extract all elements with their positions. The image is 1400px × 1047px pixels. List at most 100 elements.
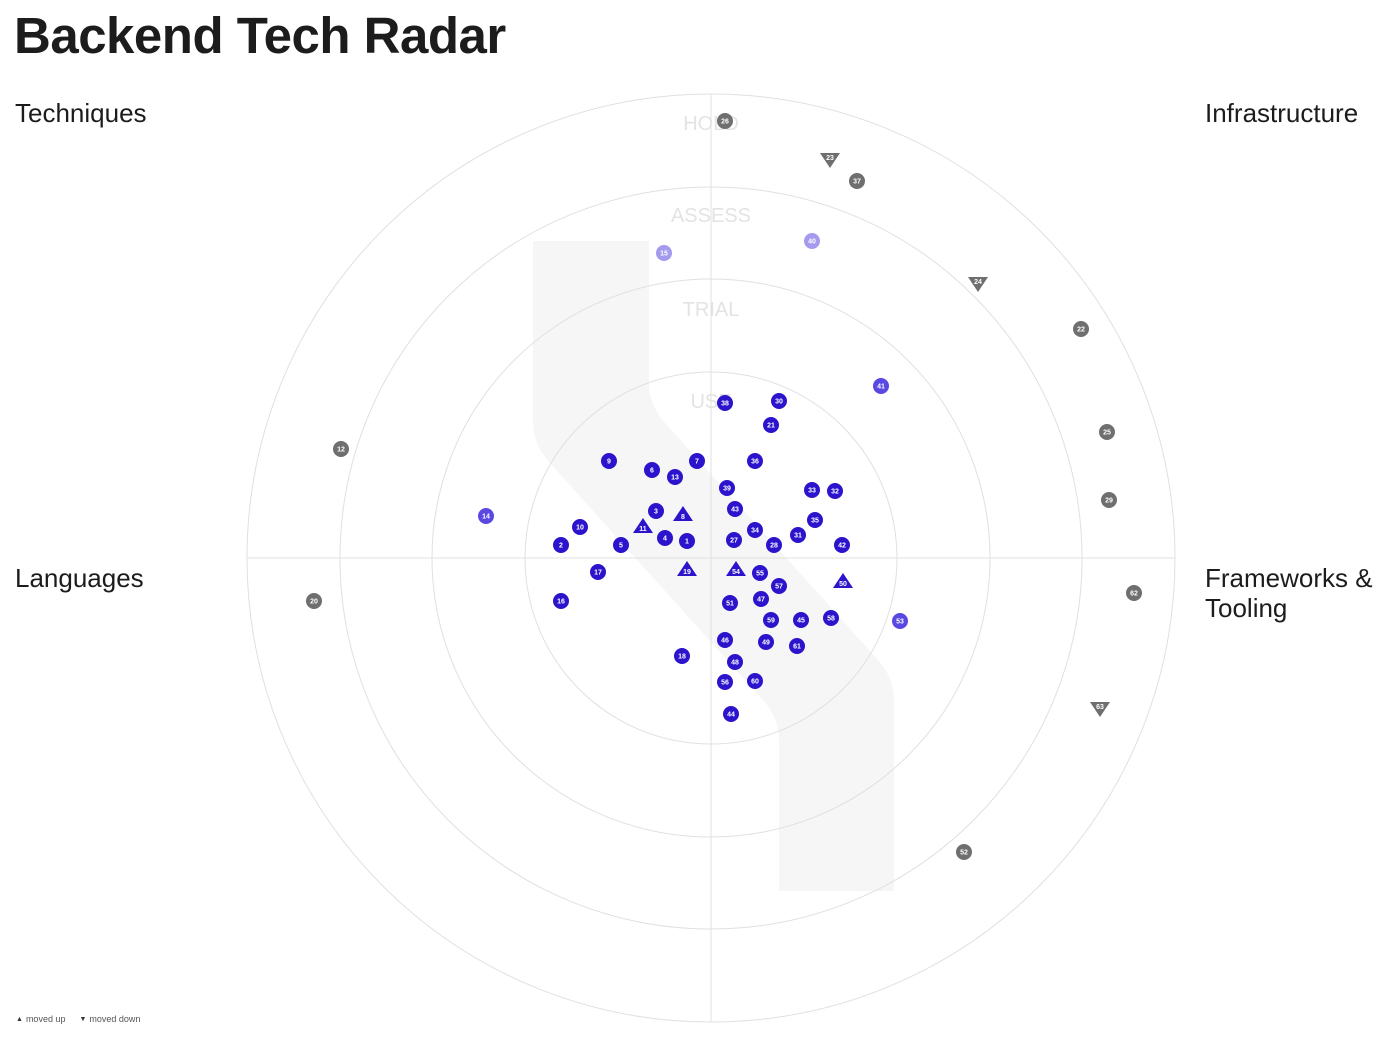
radar-blip-46[interactable]: 46: [717, 632, 733, 648]
radar-blip-8[interactable]: 8: [673, 506, 693, 521]
radar-blip-57[interactable]: 57: [771, 578, 787, 594]
radar-blip-28[interactable]: 28: [766, 537, 782, 553]
blip-circle: [753, 591, 769, 607]
radar-blip-37[interactable]: 37: [849, 173, 865, 189]
blip-circle: [747, 453, 763, 469]
blip-circle: [834, 537, 850, 553]
blip-label: 54: [732, 569, 740, 576]
blip-circle: [613, 537, 629, 553]
blip-circle: [827, 483, 843, 499]
radar-blip-63[interactable]: 63: [1090, 702, 1110, 717]
blip-label: 23: [826, 155, 834, 162]
radar-blip-29[interactable]: 29: [1101, 492, 1117, 508]
blip-label: 49: [762, 640, 770, 647]
radar-blip-41[interactable]: 41: [873, 378, 889, 394]
radar-blip-52[interactable]: 52: [956, 844, 972, 860]
radar-blip-1[interactable]: 1: [679, 533, 695, 549]
radar-blip-36[interactable]: 36: [747, 453, 763, 469]
radar-blip-6[interactable]: 6: [644, 462, 660, 478]
blip-label: 44: [727, 712, 735, 719]
radar-blip-32[interactable]: 32: [827, 483, 843, 499]
blip-circle: [679, 533, 695, 549]
blip-circle: [1073, 321, 1089, 337]
blip-label: 56: [721, 680, 729, 687]
radar-blip-17[interactable]: 17: [590, 564, 606, 580]
radar-blip-51[interactable]: 51: [722, 595, 738, 611]
blip-circle: [689, 453, 705, 469]
radar-blip-58[interactable]: 58: [823, 610, 839, 626]
radar-blip-35[interactable]: 35: [807, 512, 823, 528]
radar-blip-39[interactable]: 39: [719, 480, 735, 496]
legend-moved-up: ▲ moved up: [16, 1014, 65, 1024]
radar-blip-16[interactable]: 16: [553, 593, 569, 609]
radar-blip-62[interactable]: 62: [1126, 585, 1142, 601]
legend-moved-up-label: moved up: [25, 1014, 66, 1024]
radar-blip-10[interactable]: 10: [572, 519, 588, 535]
blip-label: 2: [559, 543, 563, 550]
radar-blip-59[interactable]: 59: [763, 612, 779, 628]
blip-circle: [657, 530, 673, 546]
triangle-up-icon: [633, 518, 653, 533]
radar-blip-4[interactable]: 4: [657, 530, 673, 546]
blip-label: 29: [1105, 498, 1113, 505]
radar-blip-50[interactable]: 50: [833, 573, 853, 588]
radar-blip-3[interactable]: 3: [648, 503, 664, 519]
blip-circle: [763, 612, 779, 628]
radar-blip-40[interactable]: 40: [804, 233, 820, 249]
radar-blip-61[interactable]: 61: [789, 638, 805, 654]
radar-blip-24[interactable]: 24: [968, 277, 988, 292]
radar-blip-26[interactable]: 26: [717, 113, 733, 129]
radar-blip-23[interactable]: 23: [820, 153, 840, 168]
radar-blip-48[interactable]: 48: [727, 654, 743, 670]
radar-blip-5[interactable]: 5: [613, 537, 629, 553]
radar-blip-42[interactable]: 42: [834, 537, 850, 553]
radar-blip-44[interactable]: 44: [723, 706, 739, 722]
blip-circle: [823, 610, 839, 626]
radar-blip-56[interactable]: 56: [717, 674, 733, 690]
radar-blip-31[interactable]: 31: [790, 527, 806, 543]
radar-blip-15[interactable]: 15: [656, 245, 672, 261]
radar-blip-53[interactable]: 53: [892, 613, 908, 629]
radar-blip-20[interactable]: 20: [306, 593, 322, 609]
radar-blip-34[interactable]: 34: [747, 522, 763, 538]
radar-blip-33[interactable]: 33: [804, 482, 820, 498]
radar-blip-9[interactable]: 9: [601, 453, 617, 469]
blip-label: 11: [639, 526, 647, 533]
radar-blip-43[interactable]: 43: [727, 501, 743, 517]
radar-blip-30[interactable]: 30: [771, 393, 787, 409]
blip-circle: [656, 245, 672, 261]
radar-blip-54[interactable]: 54: [726, 561, 746, 576]
triangle-up-icon: [673, 506, 693, 521]
blip-label: 14: [482, 514, 490, 521]
radar-blip-49[interactable]: 49: [758, 634, 774, 650]
blip-circle: [719, 480, 735, 496]
radar-blip-60[interactable]: 60: [747, 673, 763, 689]
radar-blip-11[interactable]: 11: [633, 518, 653, 533]
radar-blip-45[interactable]: 45: [793, 612, 809, 628]
blip-circle: [1126, 585, 1142, 601]
blip-label: 51: [726, 601, 734, 608]
radar-blip-38[interactable]: 38: [717, 395, 733, 411]
blip-circle: [590, 564, 606, 580]
radar-blip-7[interactable]: 7: [689, 453, 705, 469]
radar-blip-13[interactable]: 13: [667, 469, 683, 485]
blip-circle: [1099, 424, 1115, 440]
radar-blip-47[interactable]: 47: [753, 591, 769, 607]
radar-blip-19[interactable]: 19: [677, 561, 697, 576]
radar-blip-25[interactable]: 25: [1099, 424, 1115, 440]
blip-circle: [807, 512, 823, 528]
radar-blip-55[interactable]: 55: [752, 565, 768, 581]
radar-blip-27[interactable]: 27: [726, 532, 742, 548]
radar-blip-12[interactable]: 12: [333, 441, 349, 457]
blip-label: 28: [770, 543, 778, 550]
radar-blip-14[interactable]: 14: [478, 508, 494, 524]
radar-blip-2[interactable]: 2: [553, 537, 569, 553]
blip-label: 27: [730, 538, 738, 545]
blip-label: 9: [607, 459, 611, 466]
blip-circle: [717, 674, 733, 690]
radar-blip-22[interactable]: 22: [1073, 321, 1089, 337]
radar-blip-18[interactable]: 18: [674, 648, 690, 664]
blip-label: 55: [756, 571, 764, 578]
radar-blip-21[interactable]: 21: [763, 417, 779, 433]
quadrant-label-techniques: Techniques: [15, 98, 147, 128]
